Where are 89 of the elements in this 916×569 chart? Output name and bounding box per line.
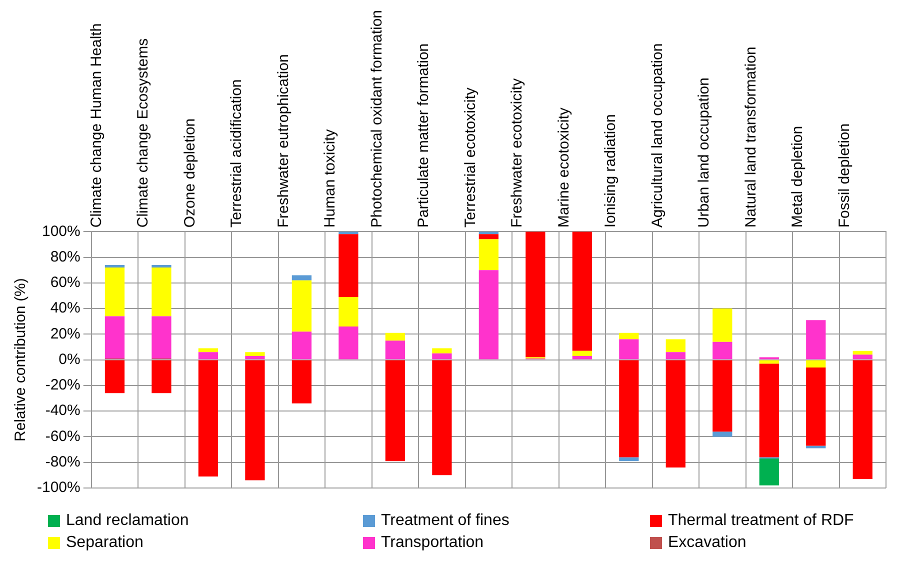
x-tick-label: Ozone depletion xyxy=(181,118,198,228)
bar xyxy=(245,352,265,356)
bar xyxy=(806,320,826,360)
bar xyxy=(852,350,872,355)
x-tick-label: Natural land transformation xyxy=(742,46,760,228)
y-tick-label: 80% xyxy=(50,248,80,266)
bar xyxy=(666,339,686,352)
bar xyxy=(806,360,826,368)
x-tick-label: Freshwater eutrophication xyxy=(274,54,292,228)
y-tick-label: 20% xyxy=(50,325,80,342)
x-tick-label: Metal depletion xyxy=(789,126,806,228)
x-tick-label: Marine ecotoxicity xyxy=(555,107,572,228)
bar xyxy=(666,352,686,360)
bar xyxy=(338,234,358,297)
x-tick-label: Terrestrial ecotoxicity xyxy=(462,87,479,228)
bar xyxy=(712,342,732,360)
bar xyxy=(478,234,498,240)
bar xyxy=(338,296,358,326)
bar xyxy=(619,332,639,340)
bar xyxy=(198,360,218,476)
x-tick-label: Terrestrial acidification xyxy=(228,79,246,228)
x-tick-label: Ionising radiation xyxy=(602,114,620,228)
bar xyxy=(572,350,592,356)
bar xyxy=(619,360,639,458)
bar xyxy=(806,368,826,446)
legend-label: Treatment of fines xyxy=(381,512,510,530)
bar xyxy=(292,275,312,280)
bar xyxy=(152,316,172,359)
legend-label: Excavation xyxy=(668,534,746,552)
y-axis-title: Relative contribution (%) xyxy=(12,278,30,442)
bar xyxy=(432,360,452,476)
x-tick-label: Particulate matter formation xyxy=(415,43,432,228)
bar xyxy=(572,356,592,360)
x-tick-label: Fossil depletion xyxy=(836,123,853,228)
x-tick-label: Urban land occupation xyxy=(696,78,713,228)
bar xyxy=(152,360,172,394)
bar xyxy=(478,270,498,360)
bar xyxy=(338,326,358,360)
bar xyxy=(526,232,546,358)
bar xyxy=(292,280,312,332)
bar xyxy=(759,364,779,458)
bar xyxy=(152,268,172,316)
y-tick-label: -80% xyxy=(45,454,80,470)
bar xyxy=(104,264,125,268)
bar xyxy=(619,339,639,360)
x-tick-label: Freshwater ecotoxicity xyxy=(508,78,526,228)
bar xyxy=(104,360,125,394)
bar xyxy=(852,360,872,480)
bar xyxy=(432,348,452,354)
bar xyxy=(152,264,172,268)
y-tick-label: -100% xyxy=(37,479,80,496)
bar xyxy=(292,332,312,360)
bar xyxy=(104,268,125,316)
bar xyxy=(619,457,639,462)
bar xyxy=(432,353,452,360)
bar xyxy=(712,432,732,437)
x-tick-label: Agricultural land occupation xyxy=(648,43,666,228)
bar xyxy=(385,340,406,360)
x-tick-label: Human toxicity xyxy=(322,128,339,228)
bar xyxy=(478,239,498,270)
bar xyxy=(759,458,779,486)
x-tick-label: Climate change Human Health xyxy=(88,23,105,228)
legend-label: Thermal treatment of RDF xyxy=(668,512,854,530)
y-tick-label: 100% xyxy=(42,222,80,240)
bar xyxy=(852,354,872,360)
y-tick-label: -20% xyxy=(45,376,80,394)
y-tick-label: 0% xyxy=(58,350,80,368)
y-tick-label: -40% xyxy=(45,402,80,420)
y-tick-label: 40% xyxy=(50,300,80,317)
y-tick-label: -60% xyxy=(45,428,80,445)
x-tick-label: Photochemical oxidant formation xyxy=(368,10,386,228)
bar xyxy=(245,360,265,480)
bar xyxy=(385,332,406,341)
y-tick-label: 60% xyxy=(50,274,80,292)
x-tick-label: Climate change Ecosystems xyxy=(134,38,152,228)
bar xyxy=(712,308,732,342)
bar xyxy=(572,232,592,351)
bar xyxy=(806,446,826,448)
bar xyxy=(292,360,312,404)
legend-label: Transportation xyxy=(381,534,484,552)
legend-label: Land reclamation xyxy=(66,512,189,530)
bar xyxy=(104,316,125,359)
bar xyxy=(712,360,732,432)
bar xyxy=(666,360,686,468)
bar xyxy=(385,360,406,462)
legend-label: Separation xyxy=(66,534,144,552)
bar xyxy=(198,348,218,352)
bar xyxy=(245,356,265,360)
bar xyxy=(198,352,218,360)
